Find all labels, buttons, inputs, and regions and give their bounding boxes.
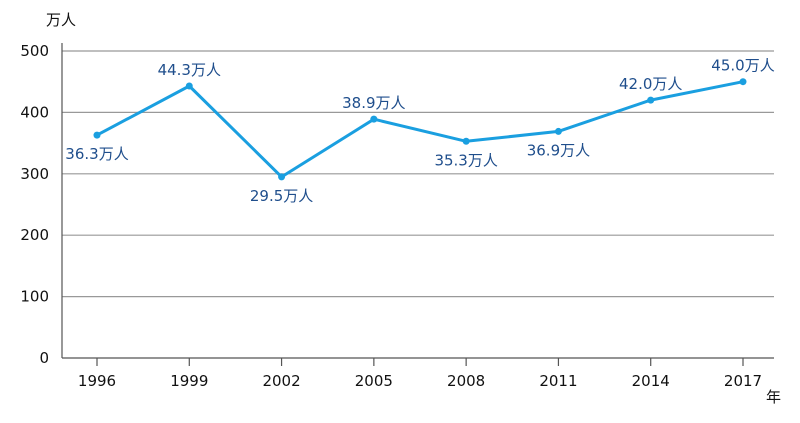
x-tick-label: 2002: [262, 372, 300, 390]
gridlines: [62, 50, 774, 298]
data-point: [93, 131, 101, 139]
data-point: [278, 173, 286, 181]
data-label: 44.3万人: [158, 61, 221, 79]
y-tick-label: 0: [39, 349, 49, 367]
y-tick-label: 300: [20, 165, 49, 183]
x-tick-label: 2014: [632, 372, 670, 390]
x-tick-label: 2005: [355, 372, 393, 390]
y-tick-label: 500: [20, 42, 49, 60]
series-line: [96, 80, 744, 179]
x-tick-label: 2011: [539, 372, 577, 390]
data-label: 42.0万人: [619, 75, 682, 93]
x-tick-label: 1999: [170, 372, 208, 390]
data-label: 29.5万人: [250, 187, 313, 205]
axes: 0 100 200 300 400 500 1996 1999 2002 2005 2008 2011…: [20, 42, 774, 390]
y-axis-unit-label: 万人: [46, 11, 76, 29]
data-labels: 36.3万人 44.3万人 29.5万人 38.9万人 35.3万人 36.9万人 42.0…: [65, 57, 774, 205]
y-tick-label: 100: [20, 288, 49, 306]
x-tick-label: 1996: [78, 372, 116, 390]
data-point: [370, 115, 378, 123]
data-label: 45.0万人: [711, 57, 774, 75]
data-label: 38.9万人: [342, 94, 405, 112]
x-tick-label: 2017: [724, 372, 762, 390]
y-tick-label: 400: [20, 103, 49, 121]
data-label: 36.9万人: [527, 141, 590, 159]
data-point: [185, 82, 193, 90]
data-point: [739, 78, 747, 86]
data-point: [462, 137, 470, 145]
data-label: 35.3万人: [434, 151, 497, 169]
data-point: [554, 127, 562, 135]
y-tick-label: 200: [20, 226, 49, 244]
data-point: [647, 96, 655, 104]
x-axis-unit-label: 年: [766, 388, 781, 406]
data-label: 36.3万人: [65, 145, 128, 163]
x-tick-label: 2008: [447, 372, 485, 390]
series-layer: [93, 78, 747, 181]
